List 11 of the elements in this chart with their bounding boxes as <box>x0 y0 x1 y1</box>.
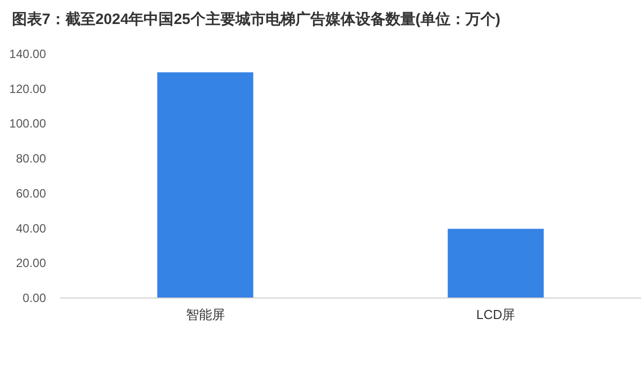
x-tick-label: 智能屏 <box>186 307 225 322</box>
y-tick-label: 140.00 <box>9 47 46 61</box>
y-tick-label: 20.00 <box>16 256 46 270</box>
y-tick-label: 120.00 <box>9 82 46 96</box>
chart-title: 图表7：截至2024年中国25个主要城市电梯广告媒体设备数量(单位：万个) <box>12 10 500 28</box>
y-tick-label: 100.00 <box>9 116 46 131</box>
y-tick-label: 60.00 <box>16 186 46 200</box>
y-tick-label: 40.00 <box>16 221 46 236</box>
x-tick-label: LCD屏 <box>476 307 516 322</box>
y-tick-label: 0.00 <box>22 291 46 305</box>
y-tick-label: 80.00 <box>16 152 46 166</box>
